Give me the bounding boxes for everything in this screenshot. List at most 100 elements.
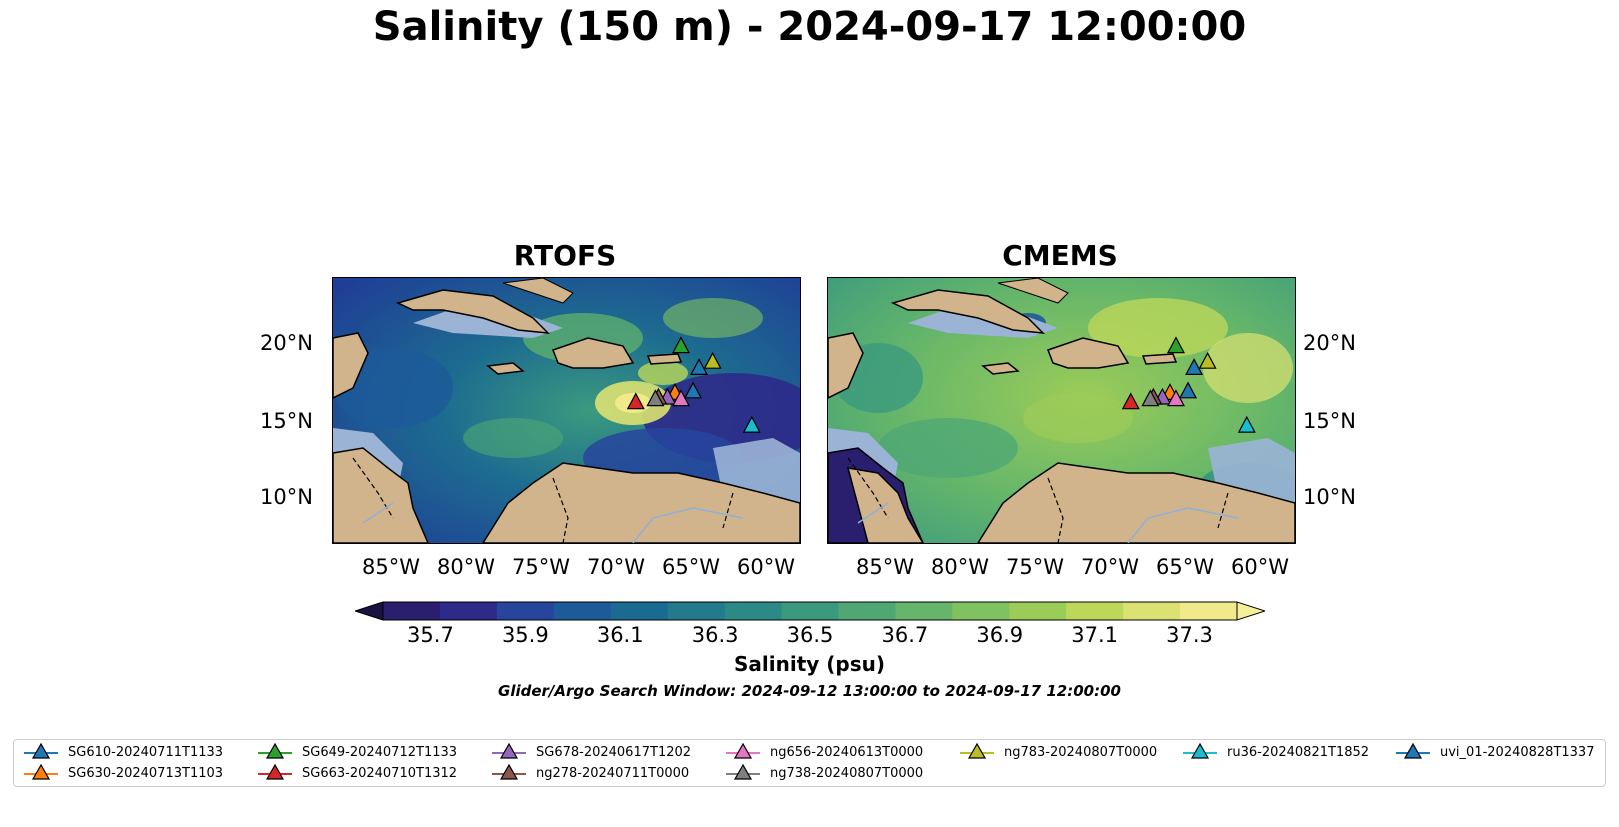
river <box>857 502 889 524</box>
glider-marker[interactable] <box>1141 389 1160 407</box>
fresh-patch <box>878 418 1018 478</box>
lon-tick-left-85: 85°W <box>362 555 420 579</box>
legend-label: SG649-20240712T1133 <box>302 744 458 760</box>
legend-label: SG630-20240713T1103 <box>68 765 224 781</box>
jamaica-land <box>486 362 525 375</box>
rtofs-panel-title: RTOFS <box>513 239 617 272</box>
legend-item: uvi_01-20240828T1337 <box>1396 742 1594 762</box>
salty-eddy <box>638 361 688 385</box>
legend-label: SG663-20240710T1312 <box>302 765 458 781</box>
colorbar-tick-label: 36.5 <box>786 623 834 647</box>
legend-marker-icon <box>24 742 58 759</box>
cmems-map[interactable] <box>827 277 1296 544</box>
colorbar-segment <box>838 602 896 620</box>
legend-marker-icon <box>960 742 994 759</box>
lon-tick-right-60: 60°W <box>1231 555 1289 579</box>
river <box>1127 507 1239 543</box>
colorbar-segment <box>553 602 612 620</box>
cmems-panel-title: CMEMS <box>1002 239 1118 272</box>
jamaica-land <box>981 362 1020 375</box>
legend-label: uvi_01-20240828T1337 <box>1440 744 1595 760</box>
glider-marker[interactable] <box>671 336 690 354</box>
central-america-land <box>333 447 429 543</box>
glider-legend: SG610-20240711T1133 SG630-20240713T1103 SG… <box>13 739 1606 787</box>
colorbar-segment <box>383 602 441 620</box>
salty-eddy <box>1023 393 1133 443</box>
legend-label: ng656-20240613T0000 <box>770 744 924 760</box>
glider-marker[interactable] <box>1166 336 1185 354</box>
glider-marker[interactable] <box>742 415 761 433</box>
fresh-patch <box>333 348 453 428</box>
rtofs-map[interactable] <box>332 277 801 544</box>
legend-label: ru36-20240821T1852 <box>1227 744 1370 760</box>
river <box>632 507 744 543</box>
lon-tick-left-65: 65°W <box>662 555 720 579</box>
legend-label: SG610-20240711T1133 <box>68 744 224 760</box>
country-border <box>352 457 394 519</box>
glider-marker[interactable] <box>684 381 703 399</box>
colorbar-extend-low <box>353 601 384 621</box>
legend-label: ng783-20240807T0000 <box>1004 744 1158 760</box>
salty-eddy <box>663 298 763 338</box>
colorbar-tick-label: 37.1 <box>1071 623 1119 647</box>
legend-marker-icon <box>492 742 526 759</box>
colorbar-segment <box>1180 602 1238 620</box>
south-america-land <box>482 462 800 543</box>
glider-marker[interactable] <box>1185 358 1204 376</box>
puerto-rico-land <box>646 353 683 365</box>
legend-marker-icon <box>492 763 526 780</box>
colorbar-tick-label: 36.3 <box>691 623 739 647</box>
glider-marker[interactable] <box>646 389 665 407</box>
salty-eddy <box>463 418 563 458</box>
glider-marker[interactable] <box>626 392 645 410</box>
colorbar-tick-label: 37.3 <box>1166 623 1213 647</box>
glider-marker[interactable] <box>703 351 722 369</box>
legend-label: SG678-20240617T1202 <box>536 744 692 760</box>
lat-tick-left-15: 15°N <box>260 409 313 433</box>
colorbar-segment <box>439 602 498 620</box>
lat-tick-left-10: 10°N <box>260 485 313 509</box>
legend-item: ng738-20240807T0000 <box>726 763 923 783</box>
glider-marker[interactable] <box>690 358 709 376</box>
lon-tick-right-70: 70°W <box>1081 555 1139 579</box>
legend-marker-icon <box>24 763 58 780</box>
colorbar-segment <box>781 602 839 620</box>
lon-tick-right-65: 65°W <box>1156 555 1214 579</box>
legend-item: SG630-20240713T1103 <box>24 763 223 783</box>
legend-item: SG649-20240712T1133 <box>258 742 457 762</box>
lat-tick-right-15: 15°N <box>1303 409 1356 433</box>
country-border <box>1217 492 1229 529</box>
lat-tick-right-20: 20°N <box>1303 331 1356 355</box>
puerto-rico-land <box>1141 353 1178 365</box>
glider-marker[interactable] <box>1198 351 1217 369</box>
lon-tick-left-80: 80°W <box>437 555 495 579</box>
yucatan-land <box>333 332 369 399</box>
lon-tick-left-75: 75°W <box>512 555 570 579</box>
lon-tick-right-80: 80°W <box>931 555 989 579</box>
lat-tick-left-20: 20°N <box>260 331 313 355</box>
legend-marker-icon <box>1183 742 1217 759</box>
river <box>362 502 394 524</box>
cuba-land <box>890 289 1046 334</box>
colorbar-frame <box>382 601 1238 621</box>
legend-marker-icon <box>726 742 760 759</box>
salty-eddy <box>1088 298 1228 358</box>
lat-tick-right-10: 10°N <box>1303 485 1356 509</box>
legend-label: ng738-20240807T0000 <box>770 765 924 781</box>
glider-marker[interactable] <box>1237 415 1256 433</box>
search-window-text: Glider/Argo Search Window: 2024-09-12 13… <box>498 682 1121 700</box>
glider-markers <box>626 336 761 433</box>
glider-marker[interactable] <box>1179 381 1198 399</box>
salty-eddy <box>1203 333 1293 403</box>
colorbar-segment <box>496 602 555 620</box>
colorbar-segment <box>1066 602 1124 620</box>
legend-item: ng656-20240613T0000 <box>726 742 923 762</box>
lon-tick-right-85: 85°W <box>856 555 914 579</box>
colorbar-extend-high <box>1236 601 1267 621</box>
colorbar-tick-label: 35.9 <box>501 623 549 647</box>
south-america-land <box>977 462 1295 543</box>
legend-marker-icon <box>726 763 760 780</box>
glider-marker[interactable] <box>1121 392 1140 410</box>
legend-item: SG610-20240711T1133 <box>24 742 223 762</box>
lon-tick-left-60: 60°W <box>737 555 795 579</box>
